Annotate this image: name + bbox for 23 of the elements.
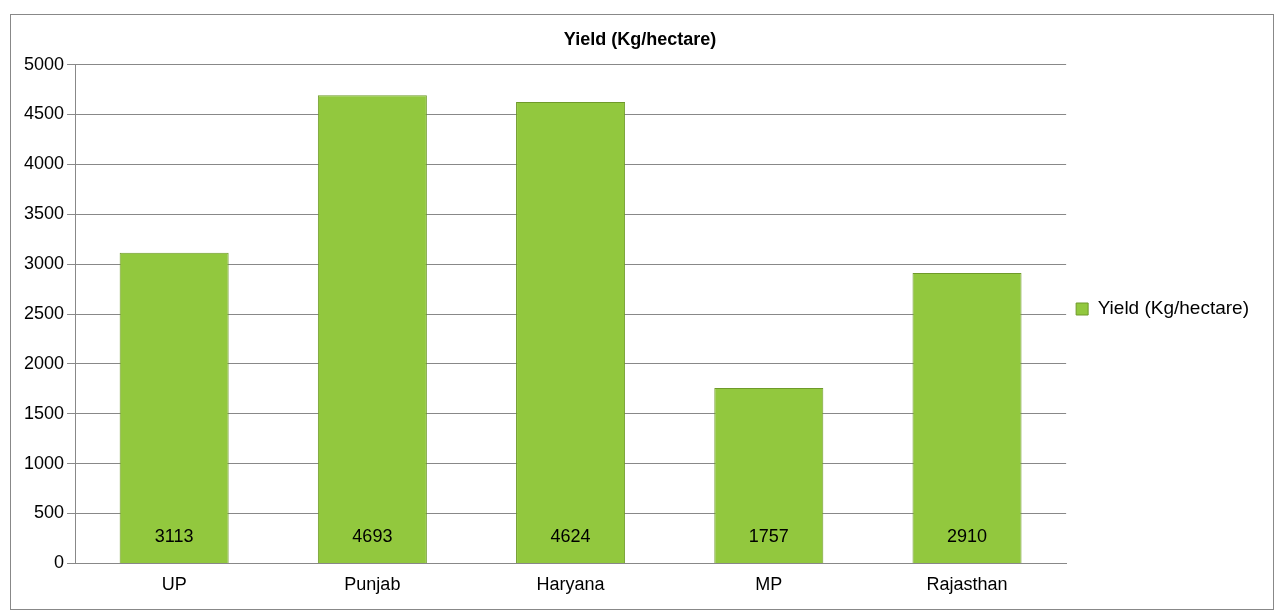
- x-tick-label: UP: [161, 574, 187, 595]
- data-label: 4624: [550, 526, 591, 547]
- y-tick-label: 3000: [24, 253, 65, 274]
- legend-label: Yield (Kg/hectare): [1097, 297, 1250, 319]
- y-tick-label: 1000: [24, 452, 65, 473]
- y-tick-label: 4000: [24, 153, 65, 174]
- y-tick-label: 4500: [24, 103, 65, 124]
- y-tick-label: 3500: [24, 203, 65, 224]
- chart-title: Yield (Kg/hectare): [563, 28, 717, 49]
- x-tick-label: Rajasthan: [926, 574, 1008, 595]
- y-tick-label: 2000: [24, 352, 65, 373]
- y-tick-label: 0: [54, 552, 65, 573]
- data-label: 1757: [748, 526, 789, 547]
- y-tick-label: 2500: [24, 302, 65, 323]
- data-label: 2910: [947, 526, 988, 547]
- y-tick-label: 500: [34, 502, 65, 523]
- x-tick-label: Haryana: [536, 574, 606, 595]
- x-tick-label: Punjab: [344, 574, 401, 595]
- data-label: 3113: [154, 526, 194, 547]
- data-label: 4693: [352, 526, 393, 547]
- x-tick-label: MP: [755, 574, 783, 595]
- y-tick-label: 1500: [24, 402, 65, 423]
- y-tick-label: 5000: [24, 53, 65, 74]
